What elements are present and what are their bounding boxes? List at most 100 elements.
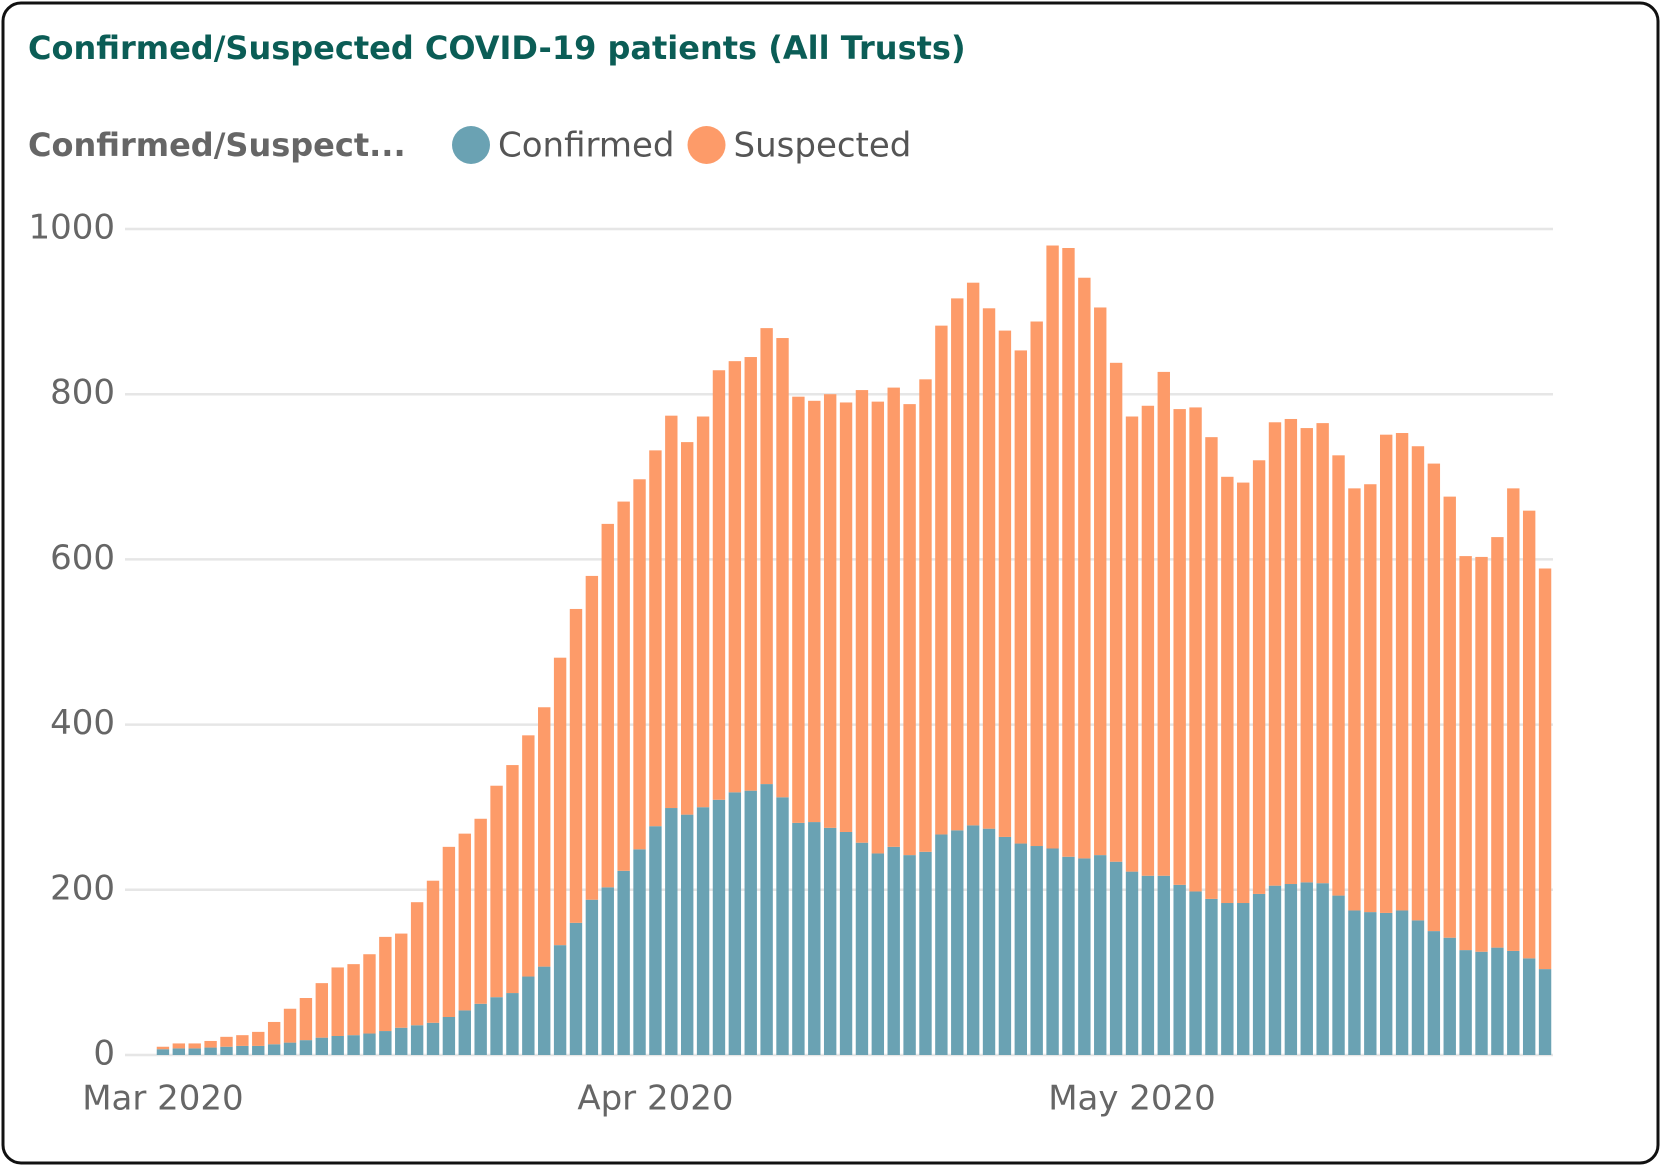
bar-segment xyxy=(474,1003,487,1055)
bar-segment xyxy=(1157,371,1170,876)
bar-segment xyxy=(808,400,821,823)
bar-segment xyxy=(1332,455,1345,896)
bar-segment xyxy=(1538,568,1552,970)
bar-segment xyxy=(1062,856,1075,1055)
bar-segment xyxy=(1348,488,1361,911)
bar-segment xyxy=(903,855,916,1055)
bar-segment xyxy=(172,1043,186,1049)
bar-segment xyxy=(1395,433,1409,911)
bar-segment xyxy=(1268,885,1282,1055)
bar-segment xyxy=(1125,416,1139,872)
bar-segment xyxy=(1316,423,1329,884)
bar-segment xyxy=(379,936,392,1032)
bar-segment xyxy=(823,394,837,828)
bar-segment xyxy=(935,325,948,835)
bar-segment xyxy=(982,308,996,829)
bar-segment xyxy=(299,1040,313,1055)
bar-segment xyxy=(458,1010,471,1055)
bar-segment xyxy=(1078,858,1091,1055)
bar-segment xyxy=(1364,484,1377,913)
bar-segment xyxy=(649,826,662,1055)
bar-segment xyxy=(188,1048,201,1055)
bar-segment xyxy=(1205,898,1218,1055)
y-tick-label: 800 xyxy=(50,373,115,413)
bar-segment xyxy=(712,370,726,800)
legend-label: Confirmed xyxy=(498,126,675,166)
bar-segment xyxy=(1094,855,1107,1055)
bar-segment xyxy=(982,828,996,1055)
bar-segment xyxy=(299,998,313,1041)
bar-segment xyxy=(331,1036,344,1055)
bar-segment xyxy=(1109,861,1123,1055)
bar-segment xyxy=(1379,912,1393,1055)
bar-segment xyxy=(1522,510,1536,959)
bar-segment xyxy=(347,1035,360,1055)
bar-segment xyxy=(680,442,694,815)
bar-segment xyxy=(680,814,694,1055)
bar-segment xyxy=(617,870,630,1055)
bar-segment xyxy=(1237,903,1250,1055)
chart-title: Confirmed/Suspected COVID-19 patients (A… xyxy=(28,29,966,67)
bar-segment xyxy=(1411,920,1425,1055)
legend-label: Suspected xyxy=(734,126,912,166)
bar-segment xyxy=(839,402,853,832)
bar-segment xyxy=(490,997,503,1055)
bar-segment xyxy=(1411,446,1425,921)
bar-segment xyxy=(1030,846,1043,1055)
bar-segment xyxy=(760,328,773,785)
bar-segment xyxy=(363,1033,376,1055)
bar-segment xyxy=(1252,893,1266,1055)
bar-segment xyxy=(283,1008,297,1043)
bar-segment xyxy=(315,1037,329,1055)
bar-segment xyxy=(744,790,757,1055)
bar-segment xyxy=(601,887,614,1055)
bar-segment xyxy=(776,338,789,798)
bar-segment xyxy=(220,1036,233,1047)
bar-segment xyxy=(506,765,519,994)
bar-segment xyxy=(792,396,805,823)
bar-segment xyxy=(204,1040,217,1048)
bar-segment xyxy=(935,834,948,1055)
bar-segment xyxy=(569,922,583,1055)
bar-segment xyxy=(410,902,424,1026)
bar-segment xyxy=(887,846,900,1055)
bar-segment xyxy=(744,357,757,791)
bar-segment xyxy=(1237,482,1250,904)
bar-segment xyxy=(903,404,916,856)
bar-segment xyxy=(220,1046,233,1055)
bar-segment xyxy=(1332,895,1345,1055)
x-tick-label: May 2020 xyxy=(1048,1079,1216,1119)
bar-segment xyxy=(490,785,503,998)
bar-segment xyxy=(1443,496,1456,938)
bar-segment xyxy=(1221,476,1234,904)
bar-segment xyxy=(442,1017,456,1055)
bar-segment xyxy=(553,945,567,1055)
bar-segment xyxy=(1030,321,1043,847)
bar-segment xyxy=(315,983,329,1038)
bar-segment xyxy=(696,807,710,1055)
bar-segment xyxy=(236,1045,249,1055)
bar-segment xyxy=(792,822,805,1055)
bar-segment xyxy=(347,964,360,1036)
bar-segment xyxy=(1157,875,1170,1055)
bar-segment xyxy=(871,401,885,854)
bar-segment xyxy=(1316,883,1329,1055)
bar-segment xyxy=(331,967,344,1037)
bar-segment xyxy=(1379,434,1393,913)
bar-segment xyxy=(951,298,964,831)
bar-segment xyxy=(1014,843,1028,1055)
bar-segment xyxy=(1459,950,1472,1055)
bar-segment xyxy=(823,827,837,1055)
bar-segment xyxy=(410,1025,424,1055)
bar-segment xyxy=(553,657,567,946)
bar-segment xyxy=(919,379,932,852)
bar-segment xyxy=(283,1042,297,1055)
bar-segment xyxy=(1284,884,1298,1055)
bar-segment xyxy=(1125,871,1139,1055)
bar-segment xyxy=(728,361,742,793)
bar-segment xyxy=(204,1047,217,1055)
bar-segment xyxy=(665,415,678,809)
bar-segment xyxy=(1475,556,1488,952)
